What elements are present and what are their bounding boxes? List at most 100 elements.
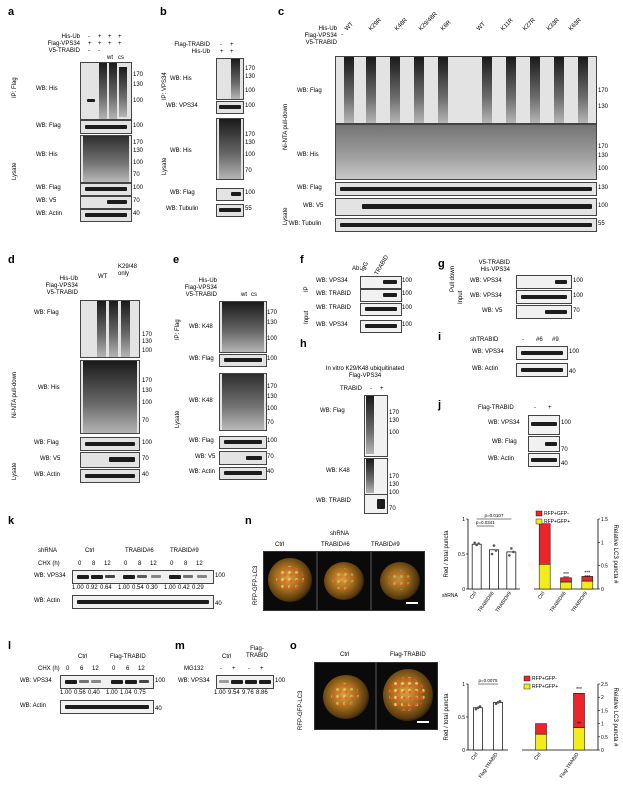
marker: 170 bbox=[133, 140, 144, 146]
time-label: 12 bbox=[138, 666, 145, 672]
data-point bbox=[494, 549, 498, 552]
quant-value: 1.00 bbox=[118, 585, 130, 591]
time-label: 0 bbox=[170, 561, 174, 567]
side-label-ip: IP: Flag bbox=[175, 319, 181, 340]
western-blot bbox=[80, 196, 132, 209]
time-label: 0 bbox=[78, 561, 82, 567]
marker: 100 bbox=[133, 160, 144, 166]
western-blot bbox=[216, 675, 274, 689]
blot-label: WB: VPS34 bbox=[488, 420, 520, 426]
marker: 170 bbox=[389, 474, 400, 480]
western-blot bbox=[516, 305, 572, 319]
blot-label: WB: Actin bbox=[34, 472, 61, 478]
sign: + bbox=[260, 666, 264, 672]
panel-label: b bbox=[160, 6, 167, 18]
lane-label: wt bbox=[107, 55, 113, 61]
marker: 130 bbox=[245, 140, 256, 146]
marker: 100 bbox=[569, 349, 580, 355]
row-label: TRABID bbox=[340, 386, 363, 392]
group-label: TRABID#6 bbox=[125, 548, 154, 554]
side-label-pulldown: Ni-NTA pull-down bbox=[12, 371, 18, 418]
y-tick-label: 1 bbox=[462, 682, 465, 688]
marker: 130 bbox=[598, 153, 609, 159]
significance-asterisk: *** bbox=[563, 576, 569, 582]
lane-label: cs bbox=[251, 292, 257, 298]
marker: 170 bbox=[598, 88, 609, 94]
bar bbox=[506, 551, 517, 590]
lane-label: TRABID bbox=[373, 254, 391, 277]
western-blot bbox=[219, 467, 267, 480]
sign: + bbox=[98, 34, 102, 40]
western-blot bbox=[516, 346, 568, 360]
quant-value: 1.00 bbox=[214, 690, 226, 696]
marker: 40 bbox=[215, 601, 222, 607]
lane-label: K29R bbox=[368, 17, 383, 33]
lane-label: K33R bbox=[546, 17, 561, 33]
row-label: His-VPS34 bbox=[480, 267, 510, 273]
panel-l: l Ctrl Flag-TRABID CHX (h) 0 6 12 0 6 12… bbox=[0, 640, 170, 720]
lane-label: K6R bbox=[440, 19, 453, 33]
blot-label: WB: Actin bbox=[20, 703, 47, 709]
data-point bbox=[510, 547, 513, 550]
lane-label: K63R bbox=[568, 17, 583, 33]
western-blot bbox=[216, 101, 244, 114]
x-tick-label: Ctrl bbox=[470, 752, 479, 762]
time-label: 12 bbox=[104, 561, 111, 567]
marker: 170 bbox=[245, 132, 256, 138]
p-value: p=0.0341 bbox=[476, 520, 495, 525]
row-label: MG132 bbox=[184, 666, 204, 672]
marker: 70 bbox=[133, 172, 140, 178]
row-label: Flag-TRABID bbox=[174, 42, 210, 48]
data-point bbox=[498, 699, 502, 703]
group-label: WT bbox=[98, 274, 108, 280]
western-blot bbox=[364, 458, 388, 496]
ab-label: Ab: bbox=[352, 266, 362, 272]
data-point bbox=[476, 706, 480, 710]
western-blot bbox=[364, 494, 388, 514]
marker: 70 bbox=[245, 168, 252, 174]
marker: 130 bbox=[245, 74, 256, 80]
marker: 130 bbox=[267, 320, 278, 326]
row-label: CHX (h) bbox=[38, 666, 60, 672]
marker: 170 bbox=[142, 332, 153, 338]
marker: 70 bbox=[142, 456, 149, 462]
blot-label: WB: Flag bbox=[492, 439, 517, 445]
bar bbox=[493, 702, 503, 751]
legend-swatch bbox=[535, 518, 543, 525]
side-label-lysate: Lysate bbox=[12, 462, 18, 480]
blot-label: WB: Flag bbox=[36, 123, 61, 129]
bar-yellow bbox=[560, 581, 572, 590]
legend-label: RFP+GFP+ bbox=[532, 684, 558, 690]
x-tick-label: Ctrl bbox=[469, 591, 478, 601]
sign: + bbox=[230, 42, 234, 48]
marker: 100 bbox=[267, 336, 278, 342]
sign: + bbox=[230, 49, 234, 55]
bar-red bbox=[581, 576, 594, 582]
blot-label: WB: Actin bbox=[472, 366, 499, 372]
blot-label: WB: VPS34 bbox=[166, 103, 198, 109]
marker: 100 bbox=[598, 203, 609, 209]
micrograph bbox=[263, 551, 317, 611]
y2-tick-label: 1 bbox=[601, 722, 604, 728]
marker: 100 bbox=[142, 400, 153, 406]
marker: 40 bbox=[267, 469, 274, 475]
western-blot bbox=[335, 182, 597, 196]
marker: 130 bbox=[267, 394, 278, 400]
time-label: 12 bbox=[150, 561, 157, 567]
marker: 40 bbox=[133, 211, 140, 217]
panel-f: f Ab: IgG TRABID IP Input WB: VPS34 100 … bbox=[300, 248, 415, 324]
western-blot bbox=[60, 675, 154, 689]
bar-yellow bbox=[535, 733, 547, 751]
y2-axis-label: Relative LC3 puncta # bbox=[612, 687, 618, 747]
lane-label: WT bbox=[476, 21, 487, 33]
panel-label: f bbox=[300, 254, 304, 266]
x-axis-label: shRNA bbox=[442, 593, 459, 599]
panel-f-extra: WB: VPS34 100 bbox=[300, 320, 415, 334]
quant-value: 0.75 bbox=[134, 690, 146, 696]
time-label: 0 bbox=[124, 561, 128, 567]
western-blot bbox=[80, 437, 140, 451]
bar bbox=[471, 543, 482, 590]
western-blot bbox=[360, 276, 402, 289]
quant-value: 8.86 bbox=[256, 690, 268, 696]
quant-value: 9.76 bbox=[242, 690, 254, 696]
